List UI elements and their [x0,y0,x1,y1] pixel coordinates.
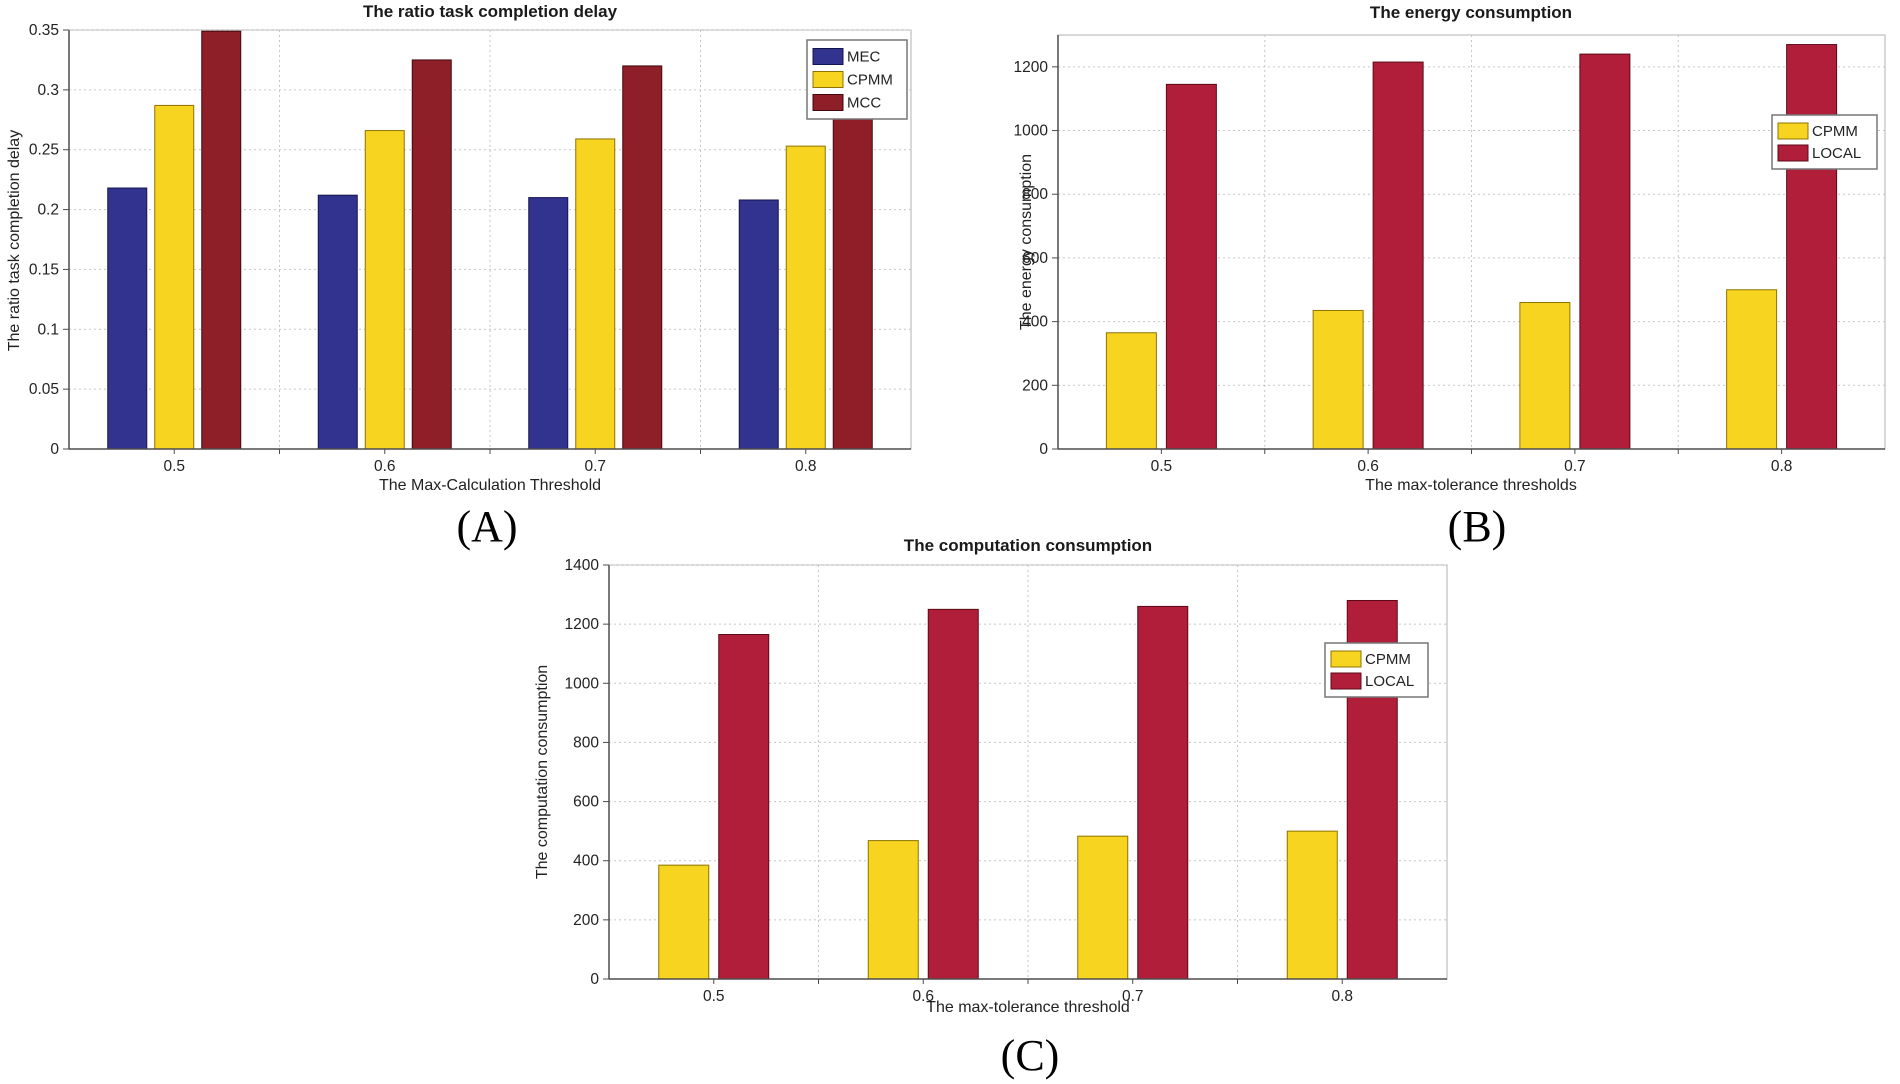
bar-b-CPMM-0.7 [1519,302,1571,450]
ytick-label-c: 1400 [565,557,600,574]
xtick-label-b: 0.5 [1151,458,1173,475]
bar-c-LOCAL-0.5 [718,633,770,980]
ytick-label-c: 600 [573,794,599,811]
bar-c-CPMM-0.7 [1077,835,1129,980]
legend-swatch-a-MEC [812,48,844,65]
ytick-label-c: 1200 [565,616,600,633]
bar-a-CPMM-0.8 [785,145,826,450]
ytick-label-a: 0.15 [29,261,59,278]
bar-b-CPMM-0.8 [1726,289,1778,450]
chart-c-title: The computation consumption [903,536,1153,555]
bar-b-CPMM-0.5 [1105,332,1157,450]
xtick-label-a: 0.7 [584,458,606,475]
bar-a-MEC-0.7 [528,197,569,450]
bar-b-CPMM-0.6 [1312,309,1364,450]
bar-b-LOCAL-0.8 [1786,44,1838,450]
legend-label-a-CPMM: CPMM [847,72,893,89]
chart-c-xlabel: The max-tolerance threshold [926,999,1130,1016]
chart-c-plot-box [608,564,1448,980]
ytick-label-a: 0.25 [29,142,59,159]
ytick-label-a: 0 [50,441,59,458]
bar-a-MEC-0.8 [738,199,779,450]
bar-c-LOCAL-0.6 [927,608,979,980]
ytick-label-c: 0 [590,971,599,988]
bar-b-LOCAL-0.7 [1579,53,1631,450]
ytick-label-a: 0.35 [29,22,59,39]
legend-swatch-b-CPMM [1777,122,1809,140]
legend-swatch-a-CPMM [812,71,844,88]
xtick-label-c: 0.8 [1331,988,1353,1005]
xtick-label-b: 0.8 [1771,458,1793,475]
bar-a-MEC-0.5 [107,187,148,450]
chart-b-xlabel: The max-tolerance thresholds [1365,477,1577,494]
legend-box-b [1771,114,1878,170]
bar-b-LOCAL-0.6 [1372,61,1424,450]
xtick-label-a: 0.6 [374,458,396,475]
chart-b-title: The energy consumption [1369,3,1573,22]
bar-c-CPMM-0.8 [1286,830,1338,980]
xtick-label-a: 0.8 [795,458,817,475]
ytick-label-b: 0 [1039,441,1048,458]
ytick-label-a: 0.05 [29,381,59,398]
legend-box-c [1324,642,1429,698]
legend-swatch-c-LOCAL [1330,672,1362,690]
bar-a-CPMM-0.7 [575,138,616,450]
xtick-label-b: 0.7 [1564,458,1586,475]
legend-label-b-CPMM: CPMM [1812,123,1858,140]
bar-c-CPMM-0.6 [867,840,919,980]
ytick-label-a: 0.3 [37,82,59,99]
bar-a-CPMM-0.6 [364,130,405,450]
chart-b-ylabel: The energy consumption [1018,153,1035,331]
bar-c-CPMM-0.5 [658,864,710,980]
chart-c-ylabel: The computation consumption [534,664,551,880]
bar-a-MCC-0.6 [411,59,452,450]
legend-swatch-c-CPMM [1330,650,1362,668]
chart-a-title: The ratio task completion delay [362,2,618,21]
legend-label-c-LOCAL: LOCAL [1365,673,1414,690]
ytick-label-c: 200 [573,912,599,929]
ytick-label-a: 0.2 [37,202,59,219]
legend-label-c-CPMM: CPMM [1365,651,1411,668]
legend-swatch-a-MCC [812,94,844,111]
caption-c: (C) [1000,1031,1060,1080]
chart-b-plot-box [1057,34,1886,450]
caption-a: (A) [456,502,518,551]
chart-a-ylabel: The ratio task completion delay [6,129,23,352]
bar-b-LOCAL-0.5 [1165,83,1217,450]
xtick-label-b: 0.6 [1357,458,1379,475]
bar-a-MCC-0.8 [832,112,873,450]
xtick-label-c: 0.5 [703,988,725,1005]
legend-label-a-MEC: MEC [847,49,881,66]
bar-a-MCC-0.7 [622,65,663,450]
bar-c-LOCAL-0.8 [1346,599,1398,980]
legend-label-a-MCC: MCC [847,95,881,112]
xtick-label-a: 0.5 [163,458,185,475]
bar-a-CPMM-0.5 [154,104,195,450]
legend-box-a [806,39,908,120]
legend-swatch-b-LOCAL [1777,144,1809,162]
chart-a-plot-box [68,29,912,450]
bar-a-MEC-0.6 [317,194,358,450]
ytick-label-c: 800 [573,734,599,751]
ytick-label-a: 0.1 [37,321,59,338]
legend-label-b-LOCAL: LOCAL [1812,145,1861,162]
bar-a-MCC-0.5 [201,30,242,450]
ytick-label-c: 400 [573,853,599,870]
caption-b: (B) [1447,502,1507,551]
bar-c-LOCAL-0.7 [1137,605,1189,980]
chart-a-xlabel: The Max-Calculation Threshold [378,477,602,494]
ytick-label-c: 1000 [565,675,600,692]
